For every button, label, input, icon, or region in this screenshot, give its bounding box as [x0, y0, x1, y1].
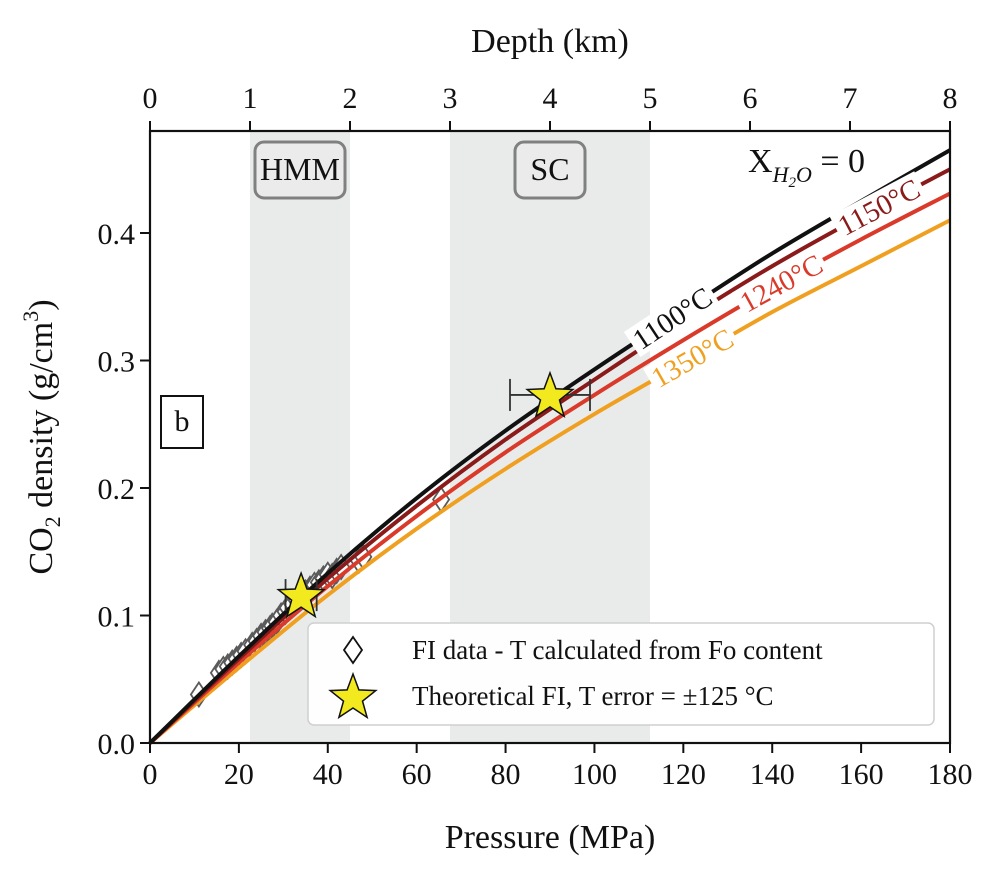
top-tick-label-8: 8	[943, 82, 958, 115]
top-tick-label-7: 7	[843, 82, 858, 115]
y-axis-title-main: density (g/cm	[23, 322, 60, 517]
legend-fi-data-label: FI data - T calculated from Fo content	[412, 635, 823, 665]
xh2o-annotation: XH2O = 0	[748, 143, 865, 191]
y-tick-label-0: 0.0	[98, 728, 136, 761]
series-label-1150c: 1150°C	[833, 173, 926, 243]
y-tick-label-2: 0.2	[98, 473, 136, 506]
y-axis-title: CO2 density (g/cm3)	[18, 299, 65, 574]
series-label-bg-1150c	[829, 171, 929, 243]
series-label-bg-1240c	[731, 246, 831, 320]
xh2o-value: = 0	[812, 143, 865, 180]
region-label-box-sc	[513, 140, 587, 200]
xh2o-sub-o: O	[796, 162, 812, 187]
y-axis-title-sup: 3	[18, 311, 43, 322]
legend: FI data - T calculated from Fo content T…	[307, 622, 935, 726]
y-axis-title-end: )	[23, 299, 60, 310]
top-tick-label-6: 6	[743, 82, 758, 115]
x-tick-label-160: 160	[839, 758, 884, 791]
region-label-hmm: HMM	[260, 151, 340, 187]
theoretical-fi-star-2	[525, 370, 575, 419]
y-tick-label-3: 0.3	[98, 346, 136, 379]
series-label-group-1240c: 1240°C	[731, 246, 831, 320]
top-tick-label-4: 4	[543, 82, 558, 115]
top-axis-title: Depth (km)	[471, 23, 629, 60]
y-tick-label-1: 0.1	[98, 601, 136, 634]
y-axis-title-sub: 2	[40, 516, 65, 527]
panel-label: b	[175, 405, 190, 438]
legend-diamond-icon	[342, 635, 364, 665]
xh2o-x: X	[748, 143, 773, 180]
series-line-1350c	[148, 218, 951, 745]
top-tick-label-1: 1	[243, 82, 258, 115]
y-axis-ticks: 0.0 0.1 0.2 0.3 0.4	[98, 218, 150, 761]
region-label-sc: SC	[530, 151, 569, 187]
legend-box	[307, 622, 935, 726]
theoretical-fi-markers	[276, 370, 591, 619]
series-label-group-1150c: 1150°C	[829, 171, 929, 243]
x-tick-label-80: 80	[491, 758, 521, 791]
legend-star-icon	[328, 671, 378, 720]
x-axis-ticks: 0 20 40 60 80 100 120 140 160 180	[143, 743, 973, 791]
series-label-bg-1100c	[623, 279, 721, 358]
top-tick-label-2: 2	[343, 82, 358, 115]
x-tick-label-140: 140	[750, 758, 795, 791]
x-tick-label-180: 180	[928, 758, 973, 791]
y-tick-label-4: 0.4	[98, 218, 136, 251]
x-tick-label-40: 40	[313, 758, 343, 791]
top-tick-label-0: 0	[143, 82, 158, 115]
x-tick-label-120: 120	[661, 758, 706, 791]
y-axis-title-co: CO	[23, 527, 60, 574]
theoretical-fi-star-1	[276, 570, 326, 619]
x-axis-title: Pressure (MPa)	[445, 819, 656, 856]
xh2o-sub-2: 2	[788, 175, 796, 191]
x-tick-label-0: 0	[143, 758, 158, 791]
panel-label-box	[160, 395, 204, 449]
top-tick-label-5: 5	[643, 82, 658, 115]
x-tick-label-20: 20	[224, 758, 254, 791]
series-label-bg-1350c	[643, 321, 742, 395]
x-tick-label-60: 60	[402, 758, 432, 791]
top-axis-ticks: 0 1 2 3 4 5 6 7 8	[143, 82, 958, 131]
x-tick-label-100: 100	[572, 758, 617, 791]
series-line-1150c	[148, 167, 951, 745]
region-label-box-hmm	[253, 140, 347, 200]
xh2o-sub-h: H	[772, 162, 790, 187]
legend-theoretical-fi-label: Theoretical FI, T error = ±125 °C	[412, 681, 774, 711]
top-tick-label-3: 3	[443, 82, 458, 115]
